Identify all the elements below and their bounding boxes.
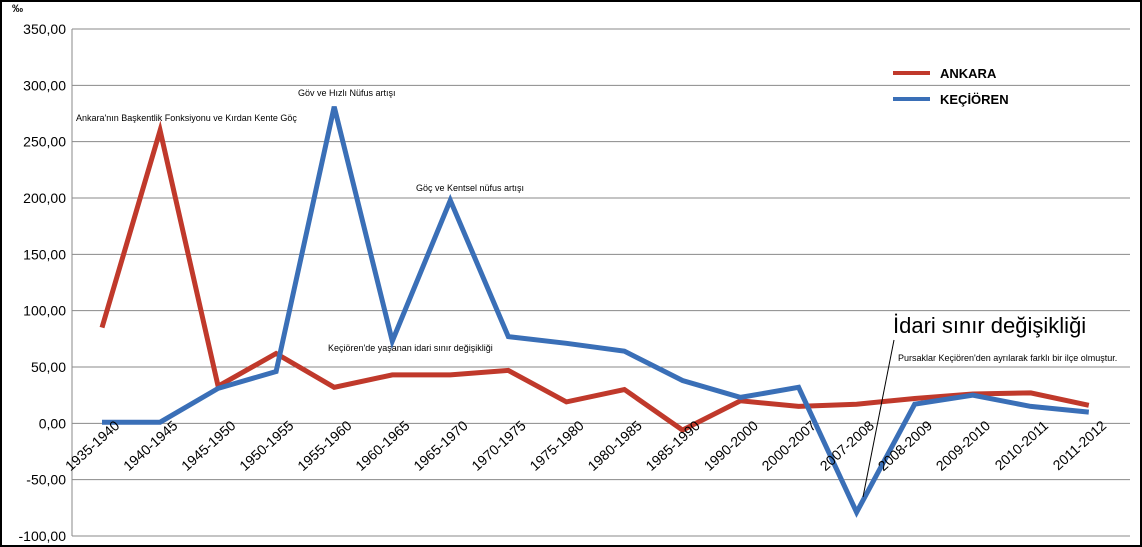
series-line-kecioren — [102, 106, 1090, 518]
annotation-kecioren-boundary: Keçiören'de yaşanan idari sınır değişikl… — [328, 343, 493, 353]
annotation-pursaklar: Pursaklar Keçiören'den ayrılarak farklı … — [898, 353, 1117, 363]
y-tick-label: 50,00 — [31, 359, 66, 375]
x-tick-label: 2010-2011 — [992, 417, 1052, 473]
legend-label-ankara: ANKARA — [940, 66, 997, 81]
x-tick-label: 1960-1965 — [352, 417, 413, 474]
x-tick-label: 1955-1960 — [294, 417, 355, 474]
annotation-ankara-peak: Ankara'nın Başkentlik Fonksiyonu ve Kırd… — [76, 113, 297, 123]
x-tick-label: 1970-1975 — [468, 417, 529, 474]
x-tick-label: 2000-2007 — [759, 417, 820, 474]
series-lines — [99, 106, 1090, 518]
x-tick-label: 1965-1970 — [410, 417, 471, 474]
y-tick-label: -100,00 — [19, 528, 67, 544]
gridlines — [71, 28, 1130, 537]
x-tick-label: 2011-2012 — [1050, 417, 1110, 473]
annotation-kecioren-peak-2: Göç ve Kentsel nüfus artışı — [416, 183, 524, 193]
x-tick-label: 1990-2000 — [701, 417, 762, 474]
legend: ANKARA KEÇİÖREN — [893, 66, 1009, 107]
y-tick-label: 200,00 — [23, 190, 66, 206]
x-tick-label: 1940-1945 — [120, 417, 181, 474]
x-tick-label: 1935-1940 — [62, 417, 123, 474]
y-tick-label: 0,00 — [39, 415, 66, 431]
annotation-kecioren-peak-1: Göv ve Hızlı Nüfus artışı — [298, 88, 396, 98]
x-tick-label: 2009-2010 — [933, 417, 994, 474]
series-line-ankara — [99, 120, 1090, 434]
y-tick-label: 150,00 — [23, 246, 66, 262]
x-tick-label: 1975-1980 — [526, 417, 587, 474]
y-tick-label: 300,00 — [23, 77, 66, 93]
y-tick-label: -50,00 — [26, 472, 66, 488]
y-tick-label: 250,00 — [23, 134, 66, 150]
y-tick-label: 350,00 — [23, 21, 66, 37]
y-axis-unit: ‰ — [12, 3, 23, 15]
y-tick-label: 100,00 — [23, 303, 66, 319]
x-tick-label: 1950-1955 — [236, 417, 297, 474]
y-axis-ticks: 350,00 300,00 250,00 200,00 150,00 100,00 50,0… — [19, 21, 67, 544]
legend-label-kecioren: KEÇİÖREN — [940, 92, 1009, 107]
x-tick-label: 1945-1950 — [178, 417, 239, 474]
x-axis-ticks: 1935-19401940-19451945-19501950-19551955… — [62, 417, 1109, 474]
annotation-idari-title: İdari sınır değişikliği — [893, 313, 1086, 338]
x-tick-label: 1980-1985 — [584, 417, 645, 474]
annotation-pointer-line — [862, 339, 895, 498]
